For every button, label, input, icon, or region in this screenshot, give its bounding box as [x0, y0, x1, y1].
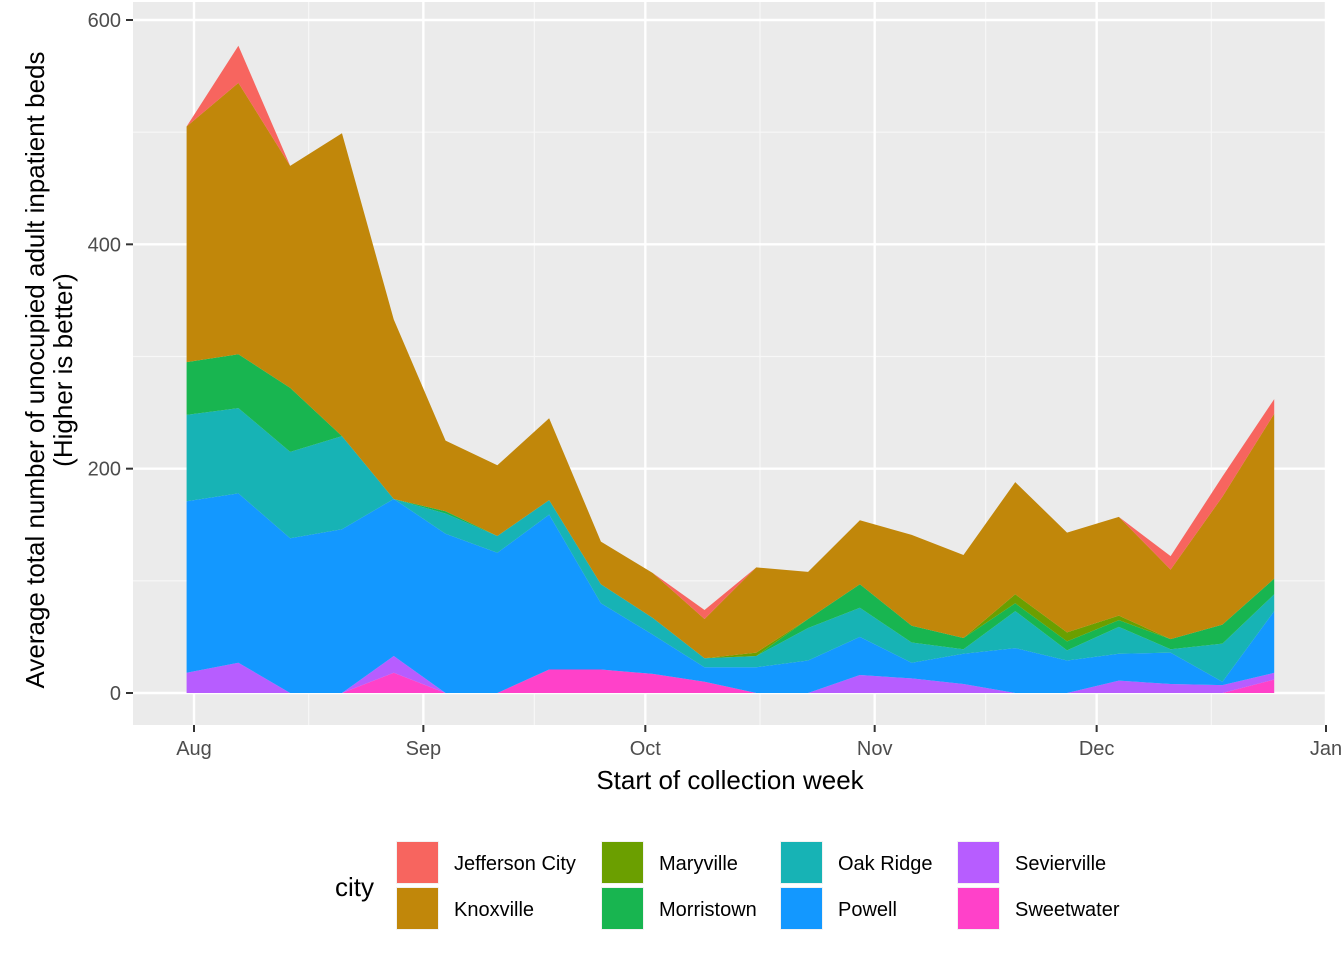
legend-label-powell: Powell — [838, 899, 897, 921]
area-layers — [186, 45, 1275, 693]
y-tick-label: 600 — [88, 10, 121, 32]
area-powell — [186, 493, 1275, 693]
legend-key-morristown — [602, 888, 643, 929]
x-tick-label: Aug — [176, 738, 212, 760]
legend-key-jefferson-city — [397, 842, 438, 883]
x-axis-title: Start of collection week — [596, 765, 864, 795]
legend-key-maryville — [602, 842, 643, 883]
y-axis-title-line-1: Average total number of unocupied adult … — [20, 52, 50, 689]
legend: city Jefferson City Knoxville Maryville Mor… — [335, 841, 1120, 930]
legend-label-morristown: Morristown — [659, 899, 757, 921]
legend-label-oak-ridge: Oak Ridge — [838, 853, 933, 875]
x-tick-label: Nov — [857, 738, 893, 760]
x-tick-label: Sep — [406, 738, 442, 760]
y-tick-label: 400 — [88, 234, 121, 256]
area-jefferson-city — [186, 45, 1275, 619]
area-sevierville — [186, 655, 1275, 693]
legend-key-knoxville — [397, 888, 438, 929]
legend-label-maryville: Maryville — [659, 853, 738, 875]
y-axis-title-line-2: (Higher is better) — [48, 273, 78, 467]
legend-label-sweetwater: Sweetwater — [1015, 899, 1120, 921]
y-tick-label: 200 — [88, 459, 121, 481]
x-tick-label: Jan — [1310, 738, 1342, 760]
legend-label-jefferson-city: Jefferson City — [454, 853, 576, 875]
y-axis-title: Average total number of unocupied adult … — [20, 52, 78, 689]
legend-label-knoxville: Knoxville — [454, 899, 534, 921]
legend-key-oak-ridge — [781, 842, 822, 883]
legend-key-sevierville — [958, 842, 999, 883]
axes: 0 200 400 600 Aug Sep Oct Nov Dec Jan — [88, 10, 1343, 760]
x-tick-label: Dec — [1079, 738, 1115, 760]
legend-key-powell — [781, 888, 822, 929]
legend-key-sweetwater — [958, 888, 999, 929]
area-knoxville — [186, 82, 1275, 659]
x-tick-label: Oct — [630, 738, 662, 760]
y-tick-label: 0 — [110, 683, 121, 705]
legend-title: city — [335, 872, 374, 902]
area-sweetwater — [186, 669, 1275, 693]
legend-label-sevierville: Sevierville — [1015, 853, 1106, 875]
